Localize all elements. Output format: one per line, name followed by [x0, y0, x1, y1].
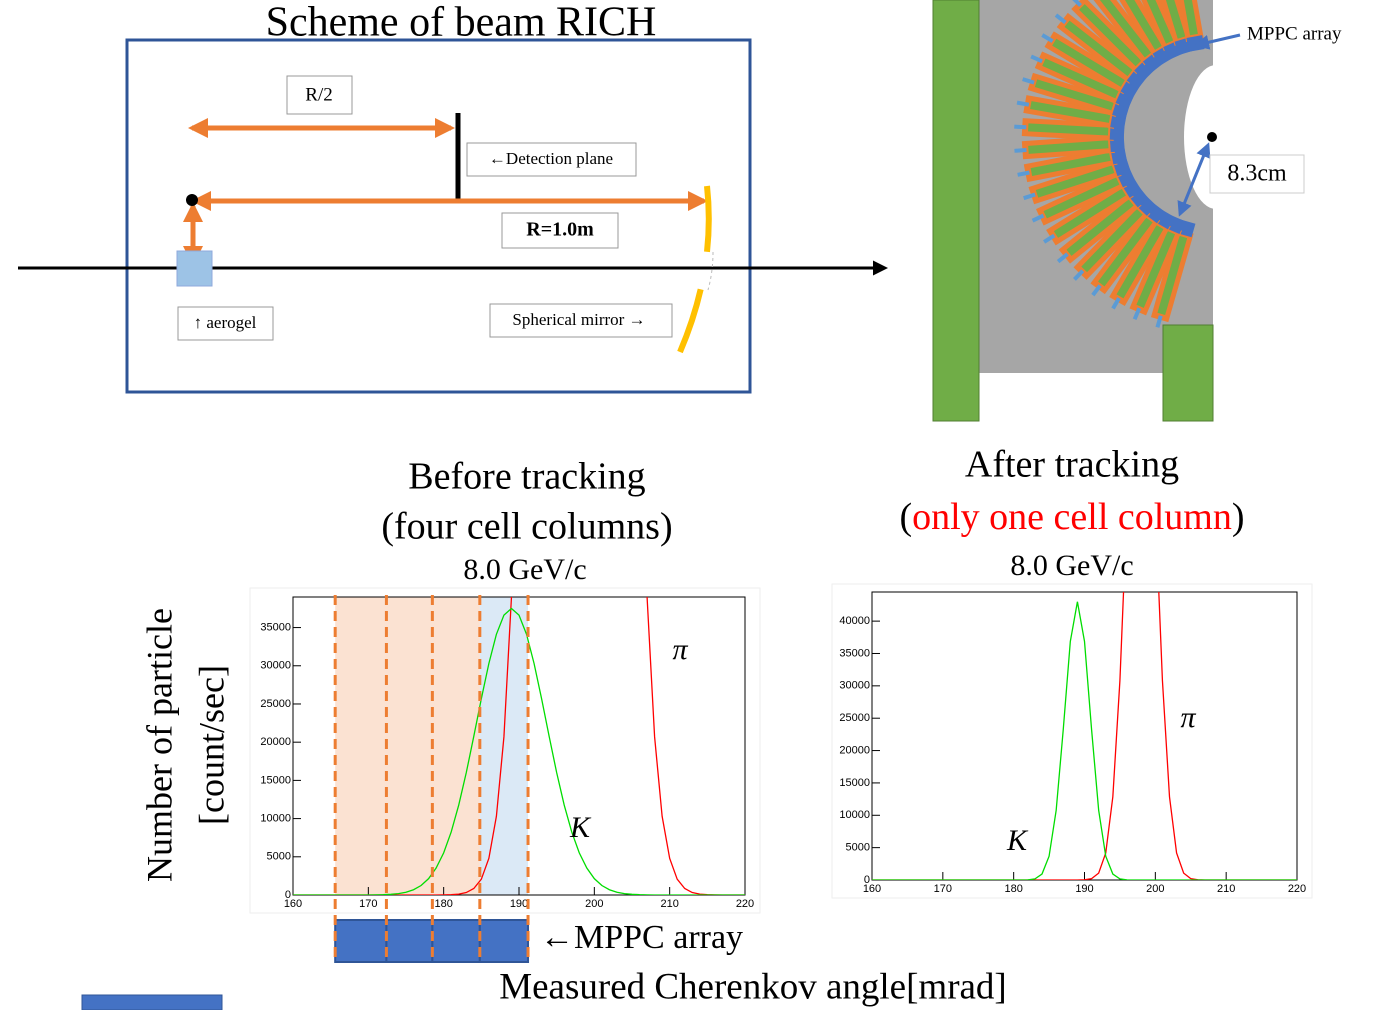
y-tick-label: 35000	[260, 621, 291, 633]
y-tick-label: 20000	[839, 744, 870, 756]
y-tick-label: 35000	[839, 647, 870, 659]
fiber-end	[1014, 125, 1026, 130]
mask	[1214, 0, 1398, 300]
mppc-bar-label: ←MPPC array	[540, 919, 743, 956]
y-axis-label: [count/sec]	[191, 665, 231, 825]
half-radius-label: R/2	[305, 84, 332, 105]
y-tick-label: 25000	[839, 712, 870, 724]
plot-frame	[872, 592, 1297, 880]
panel-title: Before tracking	[408, 456, 645, 498]
mppc-label: MPPC array	[1247, 23, 1342, 44]
panel-subtitle: (only one cell column)	[899, 496, 1244, 538]
y-tick-label: 15000	[260, 774, 291, 786]
x-tick-label: 180	[1004, 883, 1022, 895]
cell-shade	[335, 597, 480, 895]
mppc-cell	[480, 920, 528, 962]
chart-title: 8.0 GeV/c	[1010, 549, 1133, 582]
support	[933, 0, 979, 421]
x-tick-label: 210	[1217, 883, 1235, 895]
detector: 8.3cm MPPC array	[933, 0, 1398, 421]
x-tick-label: 170	[934, 883, 952, 895]
panel-subtitle: (four cell columns)	[381, 506, 672, 548]
x-tick-label: 190	[510, 898, 528, 910]
panel-title: After tracking	[965, 444, 1179, 486]
mirror-gap	[708, 252, 713, 290]
series-label: π	[672, 633, 688, 666]
x-tick-label: 170	[359, 898, 377, 910]
x-axis-label: Measured Cherenkov angle[mrad]	[499, 966, 1007, 1007]
mirror-label: Spherical mirror →	[512, 310, 645, 329]
x-tick-label: 160	[284, 898, 302, 910]
fiber-end	[1014, 148, 1026, 153]
mppc-cell	[386, 920, 432, 962]
series-label: π	[1180, 701, 1196, 734]
subtitle-highlight: only one cell column	[912, 496, 1232, 538]
y-tick-label: 20000	[260, 736, 291, 748]
x-tick-label: 220	[1288, 883, 1306, 895]
focus-point	[186, 194, 198, 206]
x-tick-label: 200	[585, 898, 603, 910]
y-tick-label: 5000	[267, 851, 291, 863]
x-tick-label: 180	[434, 898, 452, 910]
slide: Scheme of beam RICH R/2 ←Detection plane…	[0, 0, 1398, 1010]
x-tick-label: 220	[736, 898, 754, 910]
support	[1163, 325, 1213, 421]
y-tick-label: 25000	[260, 698, 291, 710]
scheme: Scheme of beam RICH R/2 ←Detection plane…	[18, 0, 885, 392]
y-tick-label: 30000	[839, 680, 870, 692]
x-tick-label: 160	[863, 883, 881, 895]
detection-plane-label: ←Detection plane	[489, 149, 613, 168]
radius-label: R=1.0m	[526, 219, 594, 241]
chart-title: 8.0 GeV/c	[463, 553, 586, 586]
y-axis-label: Number of particle	[139, 608, 179, 882]
x-tick-label: 190	[1075, 883, 1093, 895]
decoration	[82, 995, 222, 1010]
y-tick-label: 10000	[839, 809, 870, 821]
y-tick-label: 40000	[839, 615, 870, 627]
center-point	[1207, 132, 1217, 142]
cell-shade	[480, 597, 528, 895]
mppc-cell	[432, 920, 479, 962]
aerogel	[177, 251, 212, 286]
aerogel-label: ↑ aerogel	[194, 313, 257, 332]
scheme-title: Scheme of beam RICH	[266, 0, 657, 46]
mppc-cell	[335, 920, 386, 962]
y-tick-label: 15000	[839, 777, 870, 789]
radius-label: 8.3cm	[1227, 161, 1287, 187]
subtitle-part: (	[899, 496, 912, 538]
series-label: K	[569, 811, 592, 844]
y-tick-label: 30000	[260, 660, 291, 672]
series-label: K	[1006, 824, 1029, 857]
y-tick-label: 5000	[846, 842, 870, 854]
x-tick-label: 210	[660, 898, 678, 910]
series-line	[872, 602, 1297, 880]
subtitle-part: )	[1232, 496, 1245, 538]
x-tick-label: 200	[1146, 883, 1164, 895]
y-tick-label: 10000	[260, 812, 291, 824]
